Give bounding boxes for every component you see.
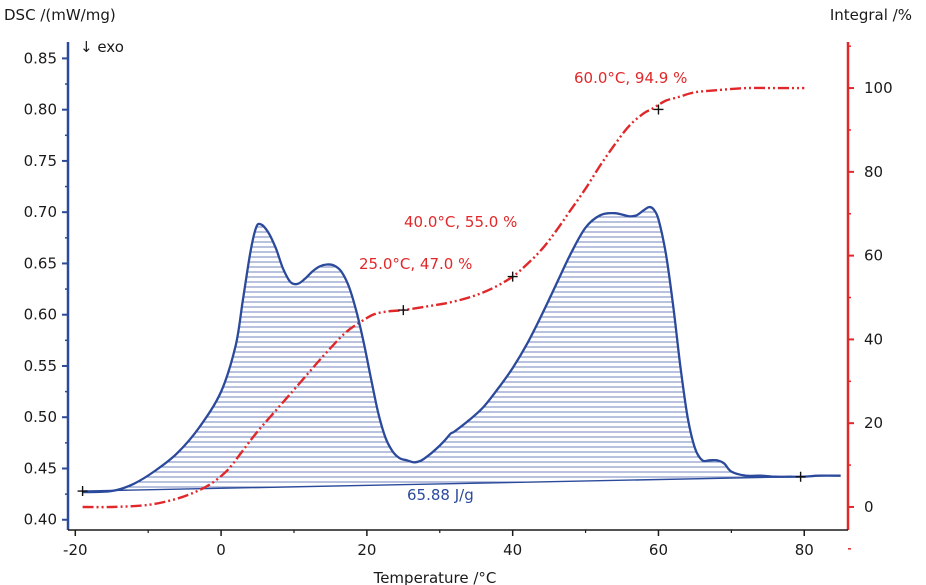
x-tick-label: 40 [503, 541, 522, 559]
y-left-tick-label: 0.75 [24, 152, 57, 170]
data-marker [795, 471, 806, 482]
y-right-tick-label: 40 [864, 330, 883, 348]
y-right-tick-label: 0 [864, 498, 874, 516]
y-right-tick-label: 100 [864, 79, 893, 97]
y-left-tick-label: 0.45 [24, 459, 57, 477]
data-marker [653, 104, 664, 115]
data-marker [77, 486, 88, 497]
y-right-tick-label: 80 [864, 163, 883, 181]
axes: 0.40 0.45 0.50 0.55 0.60 0.65 0.70 0.75 0.80 0.85… [24, 42, 893, 559]
y-left-tick-label: 0.50 [24, 408, 57, 426]
dsc-curve [82, 205, 841, 494]
y-left-tick-label: 0.60 [24, 306, 57, 324]
annotation-enthalpy: 65.88 J/g [407, 486, 474, 504]
x-axis-title: Temperature /°C [373, 569, 497, 585]
y-left-tick-label: 0.65 [24, 254, 57, 272]
y-left-axis-title: DSC /(mW/mg) [4, 6, 116, 24]
annotation-25c: 25.0°C, 47.0 % [359, 255, 472, 273]
annotation-60c: 60.0°C, 94.9 % [574, 69, 687, 87]
y-right-tick-label: 60 [864, 247, 883, 265]
x-tick-label: 20 [357, 541, 376, 559]
y-left-tick-label: 0.85 [24, 49, 57, 67]
y-left-tick-label: 0.40 [24, 511, 57, 529]
data-marker [398, 305, 409, 316]
markers [77, 104, 806, 497]
exo-direction-label: ↓ exo [80, 38, 124, 56]
peak-area-hatching [82, 207, 801, 493]
y-left-tick-label: 0.80 [24, 101, 57, 119]
x-tick-label: 60 [649, 541, 668, 559]
y-right-axis-title: Integral /% [830, 6, 912, 24]
y-left-tick-label: 0.55 [24, 357, 57, 375]
y-left-tick-label: 0.70 [24, 203, 57, 221]
x-tick-label: 80 [795, 541, 814, 559]
x-tick-label: -20 [63, 541, 88, 559]
x-tick-label: 0 [216, 541, 226, 559]
annotation-40c: 40.0°C, 55.0 % [404, 213, 517, 231]
y-right-tick-label: 20 [864, 414, 883, 432]
integral-curve [82, 86, 805, 509]
data-marker [507, 271, 518, 282]
